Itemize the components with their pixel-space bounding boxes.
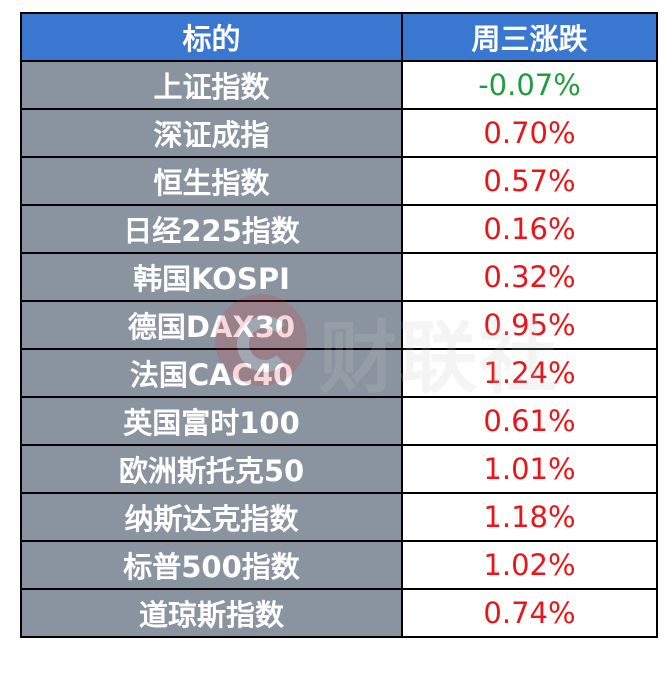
row-change: 0.74% (401, 588, 658, 638)
row-name: 欧洲斯托克50 (20, 444, 403, 494)
row-name: 上证指数 (20, 60, 403, 110)
row-name: 英国富时100 (20, 396, 403, 446)
header-change: 周三涨跌 (401, 12, 658, 62)
row-name: 纳斯达克指数 (20, 492, 403, 542)
row-name: 标普500指数 (20, 540, 403, 590)
row-change: 0.57% (401, 156, 658, 206)
row-change: 1.02% (401, 540, 658, 590)
row-change: 0.32% (401, 252, 658, 302)
table-row: 韩国KOSPI 0.32% (20, 252, 658, 302)
row-change: -0.07% (401, 60, 658, 110)
table-row: 标普500指数 1.02% (20, 540, 658, 590)
row-name: 德国DAX30 (20, 300, 403, 350)
table-row: 深证成指 0.70% (20, 108, 658, 158)
row-name: 法国CAC40 (20, 348, 403, 398)
table-row: 恒生指数 0.57% (20, 156, 658, 206)
row-change: 1.01% (401, 444, 658, 494)
table-row: 日经225指数 0.16% (20, 204, 658, 254)
row-name: 韩国KOSPI (20, 252, 403, 302)
row-name: 道琼斯指数 (20, 588, 403, 638)
table-row: 欧洲斯托克50 1.01% (20, 444, 658, 494)
row-change: 0.61% (401, 396, 658, 446)
table-row: 英国富时100 0.61% (20, 396, 658, 446)
header-asset: 标的 (20, 12, 403, 62)
table-row: 德国DAX30 0.95% (20, 300, 658, 350)
table-row: 法国CAC40 1.24% (20, 348, 658, 398)
table-row: 纳斯达克指数 1.18% (20, 492, 658, 542)
header-row: 标的 周三涨跌 (20, 12, 658, 62)
row-name: 深证成指 (20, 108, 403, 158)
row-change: 0.70% (401, 108, 658, 158)
table-row: 道琼斯指数 0.74% (20, 588, 658, 638)
row-change: 0.95% (401, 300, 658, 350)
row-name: 恒生指数 (20, 156, 403, 206)
row-change: 0.16% (401, 204, 658, 254)
row-change: 1.18% (401, 492, 658, 542)
row-change: 1.24% (401, 348, 658, 398)
row-name: 日经225指数 (20, 204, 403, 254)
index-change-table: 标的 周三涨跌 上证指数 -0.07% 深证成指 0.70% 恒生指数 0.57… (20, 12, 658, 638)
table-row: 上证指数 -0.07% (20, 60, 658, 110)
